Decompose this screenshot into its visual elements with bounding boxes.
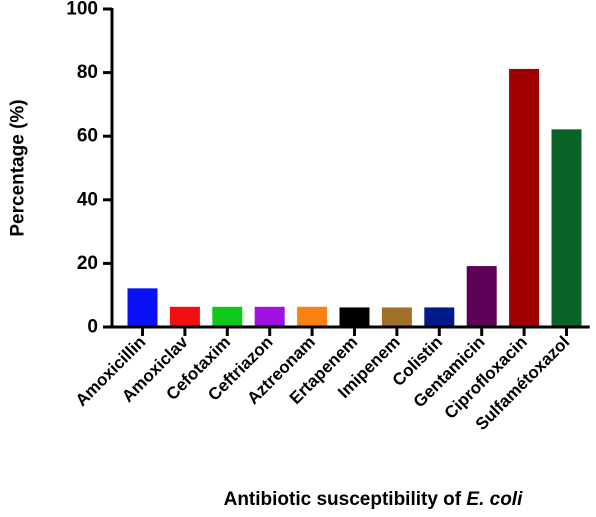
y-tick-label: 40	[77, 189, 98, 210]
bar-amoxiclav	[169, 306, 200, 328]
x-axis: AmoxicillinAmoxiclavCefotaximCeftriazonA…	[72, 325, 590, 434]
bar-colistin	[424, 307, 455, 328]
y-axis: 0 20 40 60 80 100	[66, 0, 114, 338]
bars	[127, 68, 582, 328]
y-tick-label: 60	[77, 126, 98, 147]
bar-gentamicin	[466, 266, 497, 328]
x-axis-title: Antibiotic susceptibility of E. coli	[224, 489, 523, 510]
y-tick-label: 20	[77, 253, 98, 274]
y-tick-label: 0	[87, 317, 98, 338]
y-tick-label: 80	[77, 62, 98, 83]
y-axis-title: Percentage (%)	[8, 99, 29, 236]
bar-amoxicillin	[127, 288, 158, 328]
bar-ertapenem	[339, 307, 370, 328]
bar-cefotaxim	[212, 306, 243, 328]
y-tick-label: 100	[66, 0, 98, 20]
x-axis-title-organism: E. coli	[466, 489, 523, 510]
bar-aztreonam	[297, 306, 328, 328]
bar-sulfam-toxazol	[551, 129, 582, 328]
bar-ciprofloxacin	[509, 68, 540, 328]
x-axis-title-prefix: Antibiotic susceptibility of	[224, 489, 467, 510]
bar-ceftriazon	[254, 306, 285, 328]
bar-imipenem	[381, 307, 412, 328]
